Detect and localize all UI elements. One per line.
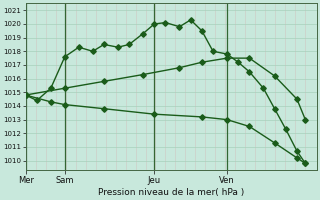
X-axis label: Pression niveau de la mer( hPa ): Pression niveau de la mer( hPa ) bbox=[98, 188, 244, 197]
